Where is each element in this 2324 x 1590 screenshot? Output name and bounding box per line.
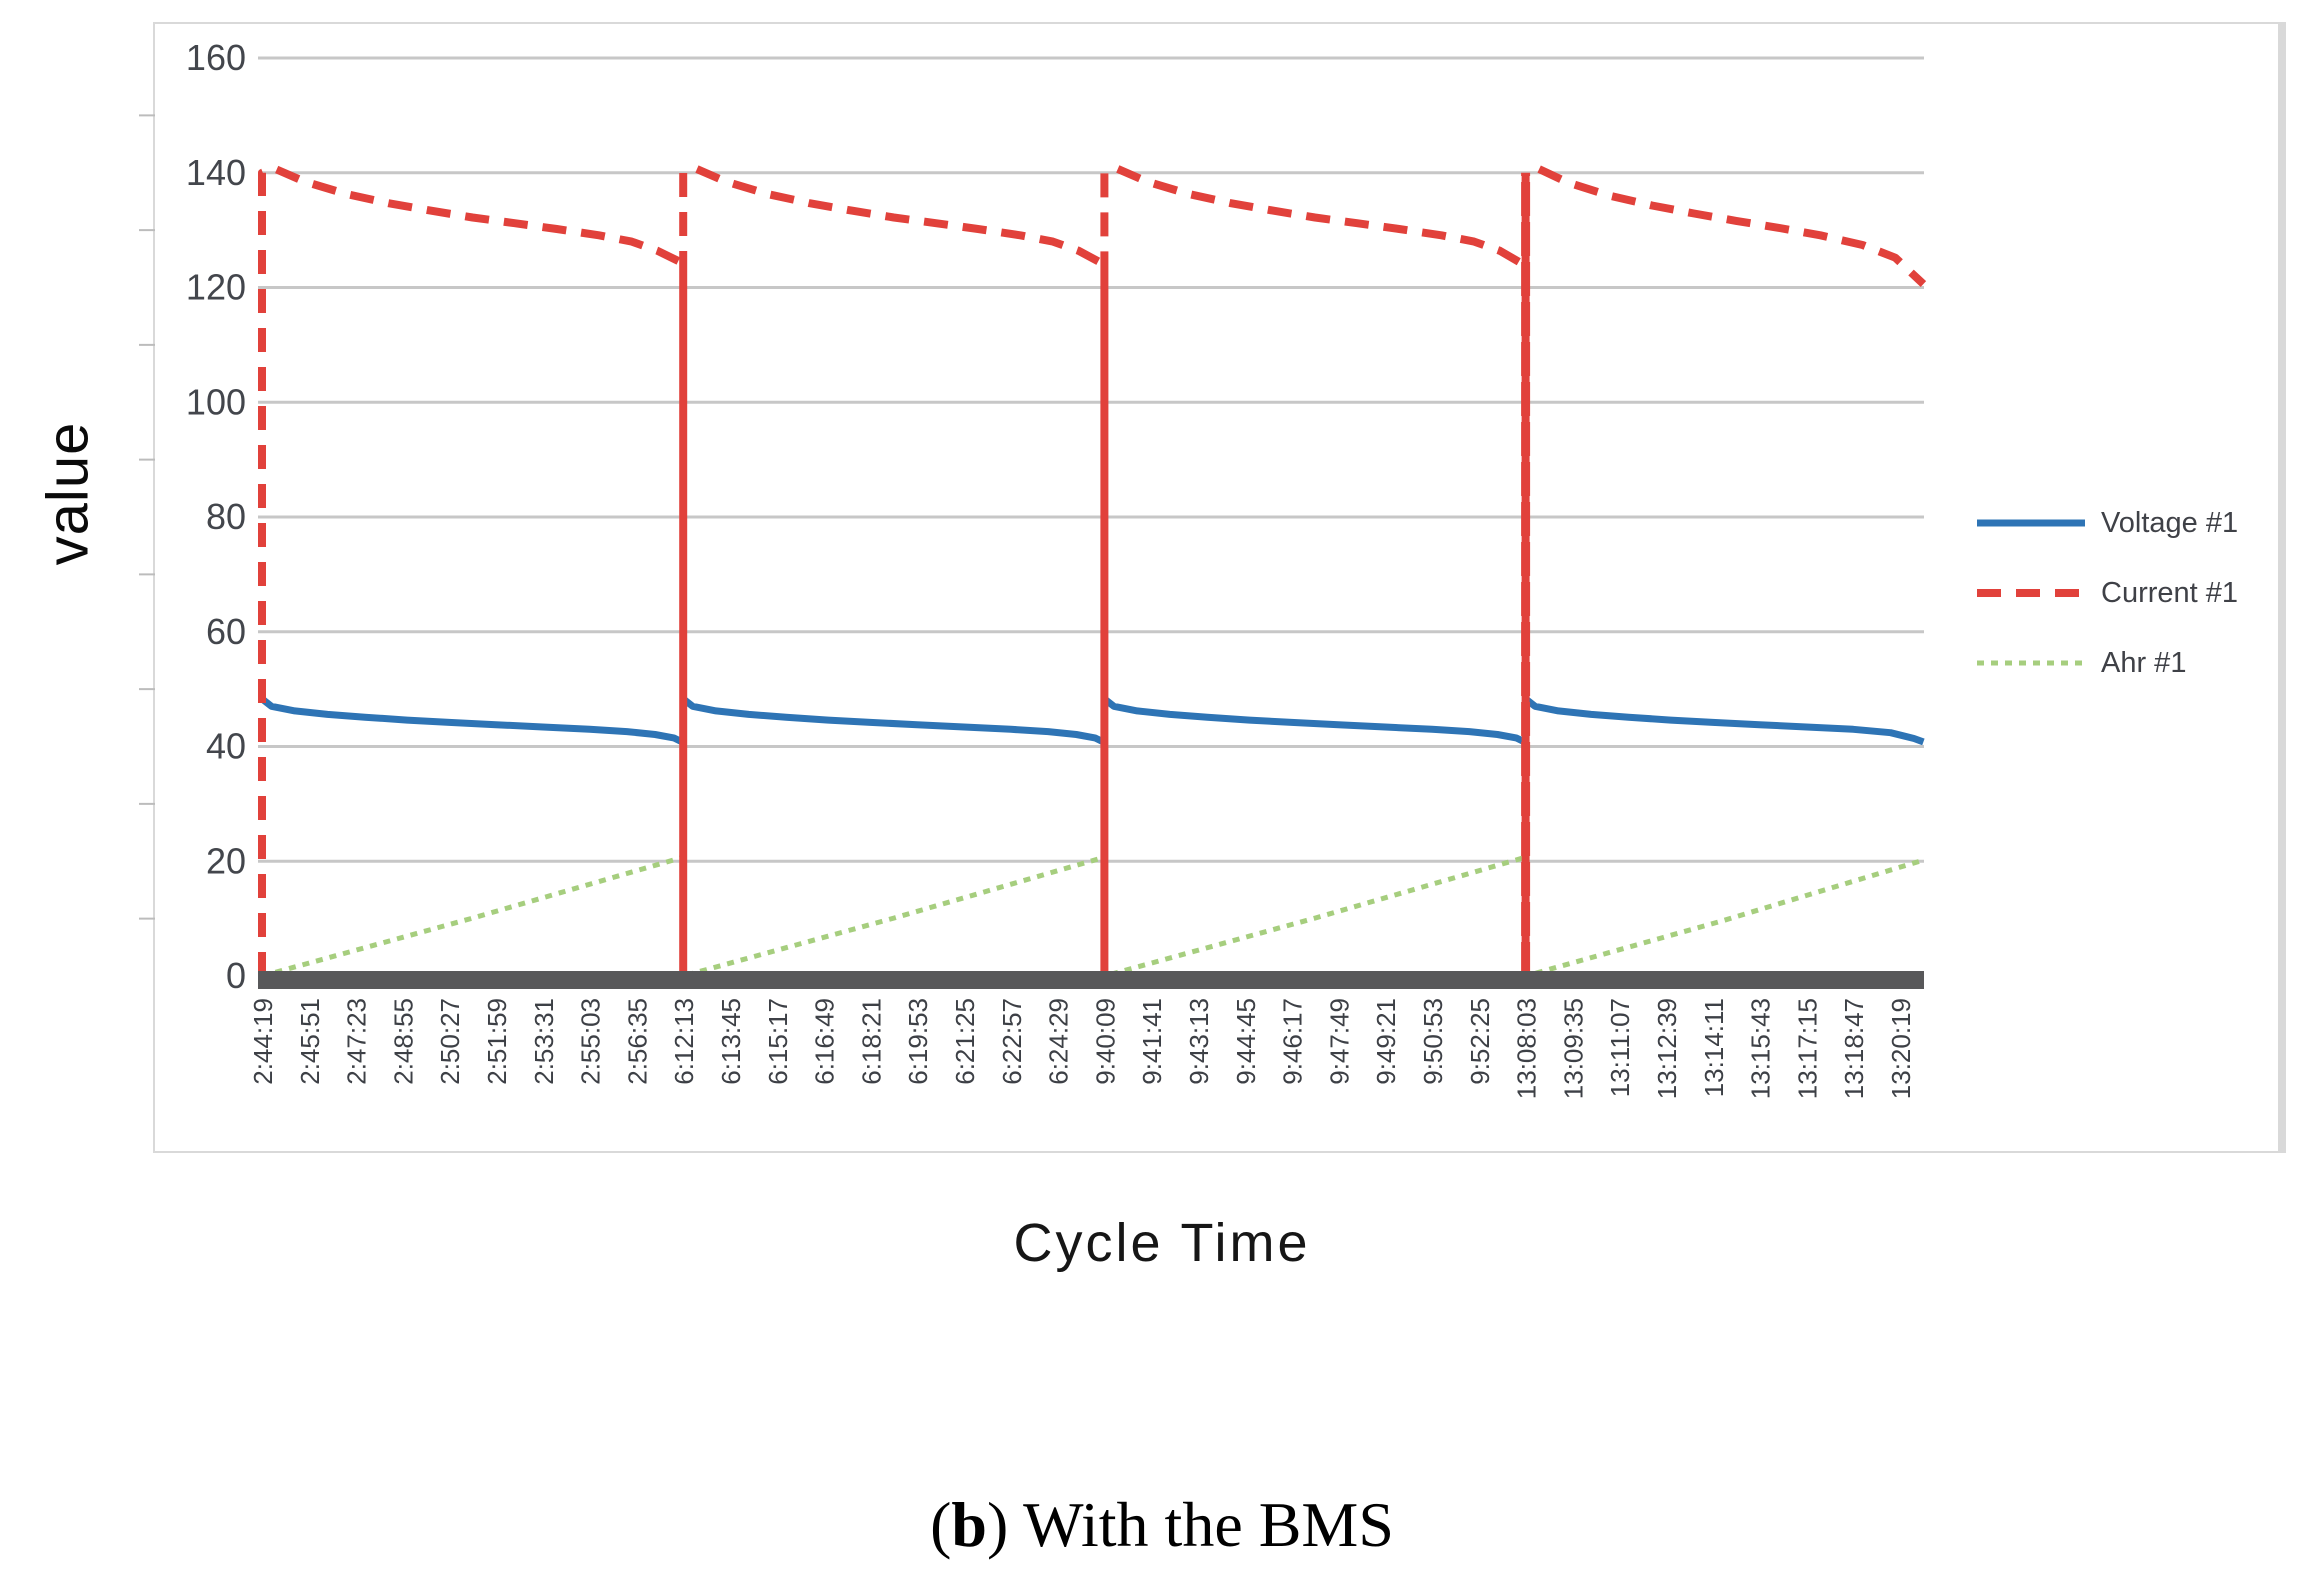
x-tick-label-21: 9:44:45 bbox=[1231, 998, 1261, 1085]
y-tick-label-60: 60 bbox=[206, 611, 246, 652]
x-tick-label-26: 9:52:25 bbox=[1465, 998, 1495, 1085]
x-tick-label-5: 2:51:59 bbox=[482, 998, 512, 1085]
legend-label: Ahr #1 bbox=[2101, 646, 2187, 679]
x-tick-label-35: 13:20:19 bbox=[1886, 998, 1916, 1099]
x-tick-label-11: 6:15:17 bbox=[763, 998, 793, 1085]
y-tick-label-40: 40 bbox=[206, 726, 246, 767]
y-tick-label-160: 160 bbox=[186, 37, 246, 78]
x-tick-label-34: 13:18:47 bbox=[1839, 998, 1869, 1099]
x-tick-label-8: 2:56:35 bbox=[622, 998, 652, 1085]
caption-bold-letter: b bbox=[951, 1489, 987, 1560]
x-tick-label-9: 6:12:13 bbox=[669, 998, 699, 1085]
x-tick-label-1: 2:45:51 bbox=[295, 998, 325, 1085]
series-current-1-line bbox=[258, 164, 1927, 980]
legend: Voltage #1 Current #1 Ahr #1 bbox=[1975, 488, 2238, 698]
legend-label: Current #1 bbox=[2101, 576, 2239, 609]
x-tick-label-19: 9:41:41 bbox=[1137, 998, 1167, 1085]
x-tick-label-0: 2:44:19 bbox=[248, 998, 278, 1085]
x-tick-label-31: 13:14:11 bbox=[1699, 998, 1729, 1097]
x-tick-label-18: 9:40:09 bbox=[1090, 998, 1120, 1085]
x-tick-label-20: 9:43:13 bbox=[1184, 998, 1214, 1085]
x-tick-label-15: 6:21:25 bbox=[950, 998, 980, 1085]
dotted-line-swatch-icon bbox=[1977, 660, 2085, 666]
x-tick-label-13: 6:18:21 bbox=[856, 998, 886, 1085]
x-tick-label-16: 6:22:57 bbox=[997, 998, 1027, 1085]
x-tick-label-2: 2:47:23 bbox=[342, 998, 372, 1085]
dashed-line-swatch-icon bbox=[1977, 589, 2085, 597]
y-tick-label-100: 100 bbox=[186, 381, 246, 422]
y-axis-title: value bbox=[35, 421, 101, 566]
x-tick-label-7: 2:55:03 bbox=[576, 998, 606, 1085]
x-tick-label-4: 2:50:27 bbox=[435, 998, 465, 1085]
legend-item-ahr-1: Ahr #1 bbox=[1975, 628, 2238, 698]
series-voltage-1-line bbox=[259, 695, 1925, 746]
figure-caption: (b) With the BMS bbox=[462, 1488, 1862, 1562]
x-tick-label-33: 13:17:15 bbox=[1792, 998, 1822, 1099]
x-tick-label-23: 9:47:49 bbox=[1324, 998, 1354, 1085]
y-tick-label-0: 0 bbox=[226, 955, 246, 996]
y-tick-label-140: 140 bbox=[186, 152, 246, 193]
series-ahr-1-line bbox=[261, 854, 1925, 979]
x-tick-label-32: 13:15:43 bbox=[1746, 998, 1776, 1099]
x-tick-label-27: 13:08:03 bbox=[1512, 998, 1542, 1099]
x-tick-label-29: 13:11:07 bbox=[1605, 998, 1635, 1097]
legend-label: Voltage #1 bbox=[2101, 506, 2239, 539]
x-tick-label-3: 2:48:55 bbox=[388, 998, 418, 1085]
x-tick-label-30: 13:12:39 bbox=[1652, 998, 1682, 1099]
y-tick-label-20: 20 bbox=[206, 840, 246, 881]
x-tick-label-28: 13:09:35 bbox=[1558, 998, 1588, 1099]
x-tick-label-24: 9:49:21 bbox=[1371, 998, 1401, 1085]
y-tick-label-120: 120 bbox=[186, 267, 246, 308]
x-tick-label-22: 9:46:17 bbox=[1278, 998, 1308, 1085]
x-tick-label-25: 9:50:53 bbox=[1418, 998, 1448, 1085]
x-tick-label-14: 6:19:53 bbox=[903, 998, 933, 1085]
x-tick-label-12: 6:16:49 bbox=[810, 998, 840, 1085]
x-axis-bar bbox=[258, 971, 1924, 989]
y-tick-label-80: 80 bbox=[206, 496, 246, 537]
caption-rest: ) With the BMS bbox=[986, 1489, 1394, 1560]
legend-item-current-1: Current #1 bbox=[1975, 558, 2238, 628]
x-tick-label-6: 2:53:31 bbox=[529, 998, 559, 1085]
x-tick-label-10: 6:13:45 bbox=[716, 998, 746, 1085]
x-axis-title: Cycle Time bbox=[1013, 1213, 1311, 1273]
caption-open: ( bbox=[930, 1489, 952, 1560]
legend-item-voltage-1: Voltage #1 bbox=[1975, 488, 2238, 558]
x-tick-label-17: 6:24:29 bbox=[1044, 998, 1074, 1085]
solid-line-swatch-icon bbox=[1977, 519, 2085, 527]
chart-border bbox=[153, 22, 2286, 1153]
